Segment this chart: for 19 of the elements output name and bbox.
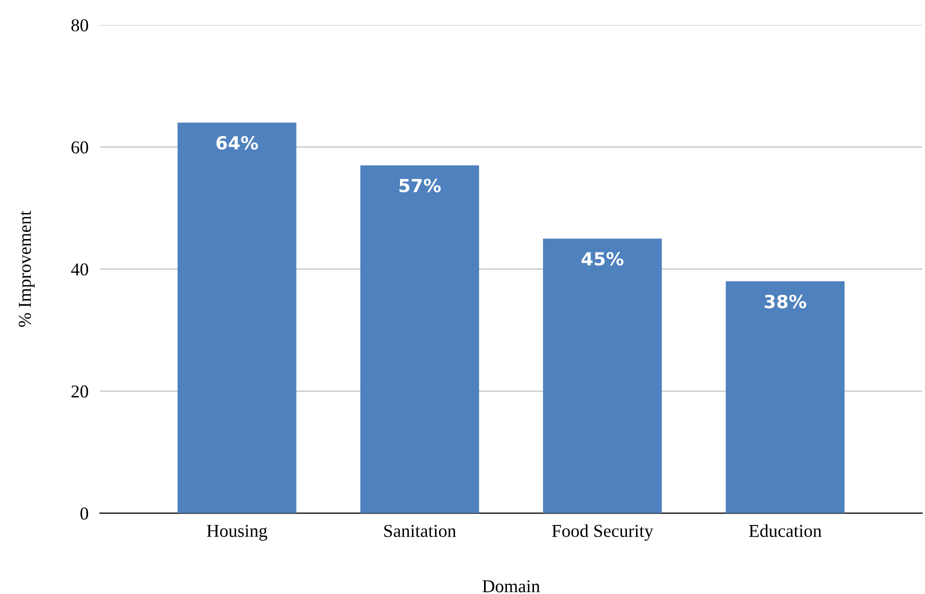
x-tick-label: Education [749,524,822,538]
x-tick-label: Housing [206,524,268,541]
y-tick-label: 60 [72,141,88,154]
y-axis-title: % Improvement [18,210,35,327]
x-axis-title: Domain [482,580,540,592]
y-tick-label: 80 [71,19,88,32]
data-label: 64% [216,136,258,150]
bar [178,122,296,514]
bar [360,165,480,514]
x-tick-label: Food Security [552,524,654,541]
y-tick-label: 40 [71,263,88,276]
data-label: 38% [764,294,806,308]
data-label: 45% [582,252,624,266]
y-tick-label: 20 [72,385,88,398]
data-label: 57% [399,178,441,192]
y-tick-label: 0 [80,507,88,520]
bar [726,281,845,514]
x-tick-label: Sanitation [384,524,456,538]
bar [543,238,662,514]
